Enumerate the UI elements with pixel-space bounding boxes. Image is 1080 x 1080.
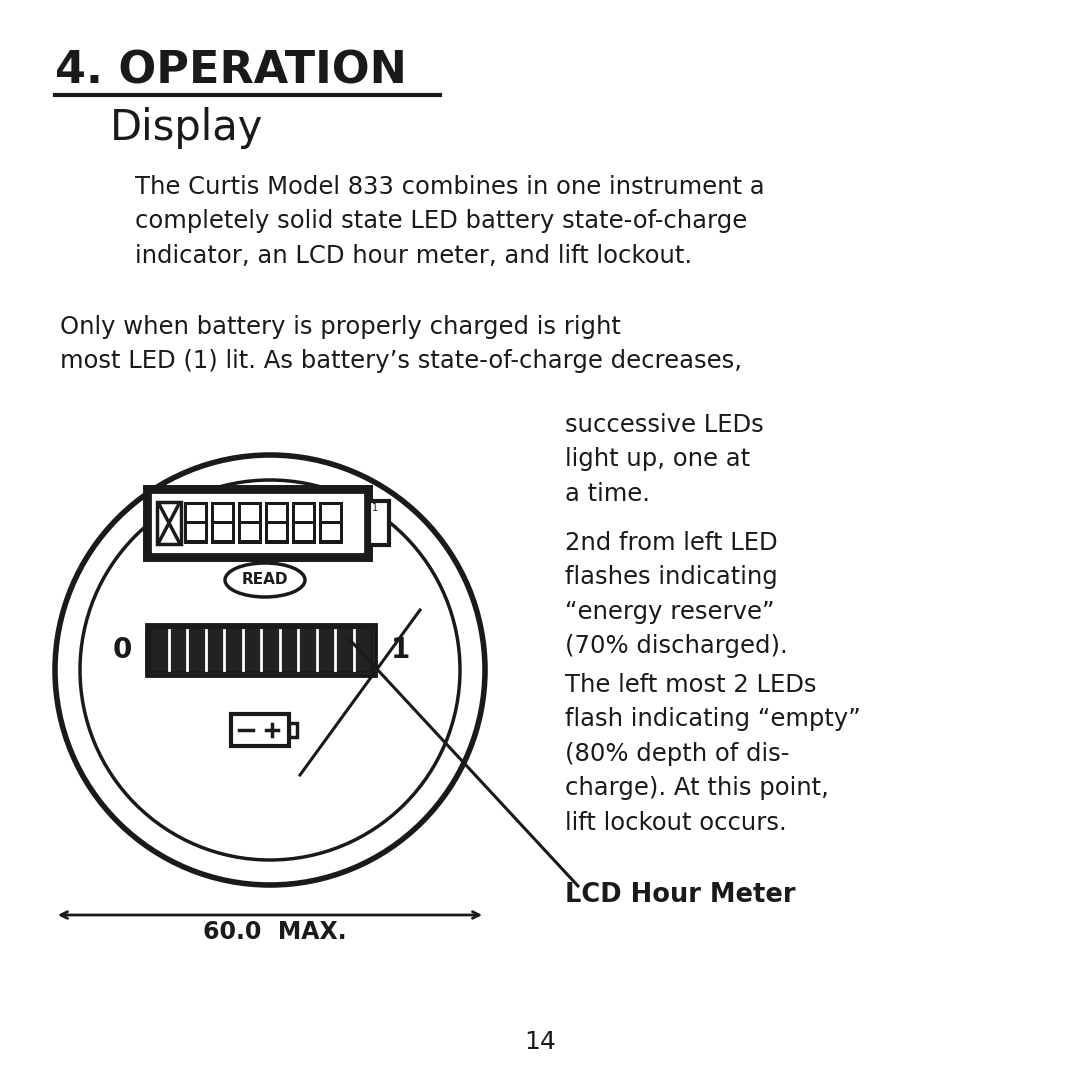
Text: Only when battery is properly charged is right
most LED (1) lit. As battery’s st: Only when battery is properly charged is… <box>60 315 742 374</box>
Text: The left most 2 LEDs
flash indicating “empty”
(80% depth of dis-
charge). At thi: The left most 2 LEDs flash indicating “e… <box>565 673 861 835</box>
Bar <box>146 488 369 558</box>
Bar <box>214 524 232 540</box>
Bar <box>150 627 372 672</box>
Bar <box>187 505 205 521</box>
Text: 60.0  MAX.: 60.0 MAX. <box>203 920 347 944</box>
Text: 4. OPERATION: 4. OPERATION <box>55 50 407 93</box>
Text: The Curtis Model 833 combines in one instrument a
completely solid state LED bat: The Curtis Model 833 combines in one ins… <box>135 175 765 268</box>
Bar <box>184 502 208 544</box>
Bar <box>289 723 297 737</box>
Bar <box>322 505 340 521</box>
Text: LCD Hour Meter: LCD Hour Meter <box>565 882 796 908</box>
Text: READ: READ <box>242 572 288 588</box>
Bar <box>268 505 286 521</box>
Bar <box>187 524 205 540</box>
Bar <box>211 502 235 544</box>
Bar <box>265 502 289 544</box>
Ellipse shape <box>225 563 305 597</box>
Bar <box>292 502 316 544</box>
Bar <box>238 502 262 544</box>
Text: 1: 1 <box>390 636 409 664</box>
Text: Display: Display <box>110 107 264 149</box>
Bar <box>295 524 313 540</box>
Bar <box>369 501 389 545</box>
Bar <box>231 714 289 746</box>
Bar <box>150 492 365 554</box>
Bar <box>322 524 340 540</box>
Text: successive LEDs
light up, one at
a time.: successive LEDs light up, one at a time. <box>565 413 764 505</box>
Bar <box>241 524 259 540</box>
Bar <box>319 502 343 544</box>
Bar <box>157 502 181 544</box>
Bar <box>241 505 259 521</box>
Bar <box>295 505 313 521</box>
Text: 2nd from left LED
flashes indicating
“energy reserve”
(70% discharged).: 2nd from left LED flashes indicating “en… <box>565 531 787 659</box>
Text: 14: 14 <box>524 1030 556 1054</box>
Text: 1: 1 <box>372 503 378 513</box>
Bar <box>214 505 232 521</box>
Text: 0: 0 <box>112 636 132 664</box>
Bar <box>268 524 286 540</box>
Bar <box>147 625 375 675</box>
